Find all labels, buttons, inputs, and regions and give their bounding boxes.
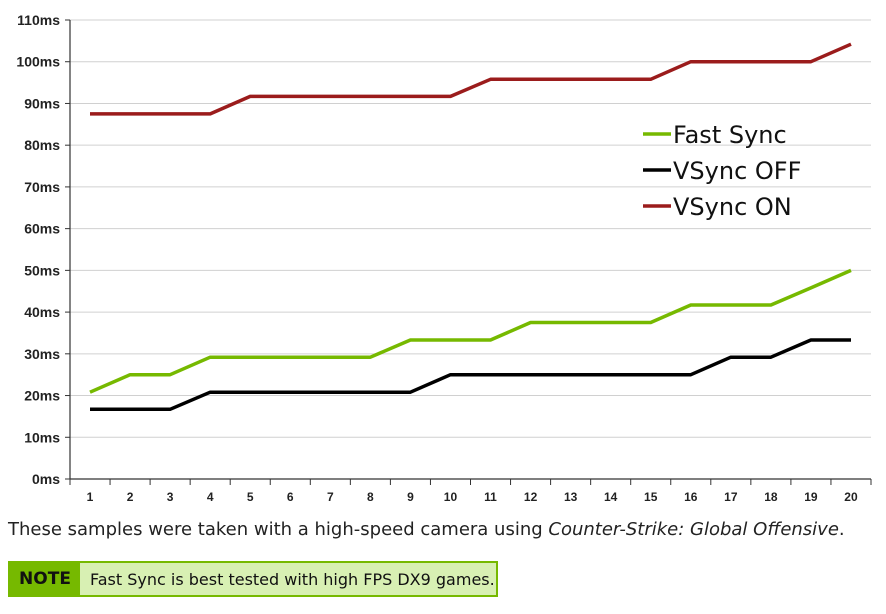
- x-tick-label: 3: [167, 490, 174, 504]
- x-tick-label: 18: [764, 490, 778, 504]
- y-tick-label: 70ms: [24, 179, 60, 195]
- legend-label: Fast Sync: [673, 121, 787, 149]
- y-tick-label: 50ms: [24, 262, 60, 278]
- y-tick-label: 20ms: [24, 388, 60, 404]
- note-box: NOTE Fast Sync is best tested with high …: [8, 561, 498, 597]
- x-tick-label: 4: [207, 490, 214, 504]
- y-tick-label: 90ms: [24, 95, 60, 111]
- x-tick-label: 6: [287, 490, 294, 504]
- x-tick-label: 7: [327, 490, 334, 504]
- x-tick-label: 13: [564, 490, 578, 504]
- x-tick-label: 19: [804, 490, 818, 504]
- y-tick-label: 80ms: [24, 137, 60, 153]
- legend-label: VSync OFF: [673, 157, 801, 185]
- x-tick-label: 8: [367, 490, 374, 504]
- x-tick-label: 15: [644, 490, 658, 504]
- series-line-vsync-off: [90, 338, 851, 412]
- note-label: NOTE: [10, 563, 80, 595]
- series-line-fast-sync: [89, 268, 852, 394]
- caption-game-title: Counter-Strike: Global Offensive: [548, 519, 839, 540]
- legend: Fast Sync VSync OFF VSync ON: [643, 121, 801, 221]
- y-axis-ticks: 0ms 10ms 20ms 30ms 40ms 50ms 60ms 70ms 80ms 90ms 1…: [16, 12, 70, 487]
- y-tick-label: 30ms: [24, 346, 60, 362]
- x-tick-label: 11: [484, 490, 497, 504]
- y-tick-label: 0ms: [32, 471, 60, 487]
- latency-line-chart: 0ms 10ms 20ms 30ms 40ms 50ms 60ms 70ms 80ms 90ms 1…: [16, 12, 872, 504]
- note-text: Fast Sync is best tested with high FPS D…: [90, 569, 495, 589]
- x-tick-label: 12: [524, 490, 538, 504]
- y-tick-label: 110ms: [17, 12, 60, 28]
- caption-suffix: .: [838, 519, 845, 540]
- x-axis-ticks: 1 2 3 4 5 6 7 8 9 10 11 12 13 14 15 16 17 18 19 20: [69, 479, 872, 504]
- x-tick-label: 2: [127, 490, 134, 504]
- x-tick-label: 14: [604, 490, 618, 504]
- y-tick-label: 40ms: [24, 304, 60, 320]
- y-tick-label: 10ms: [24, 429, 60, 445]
- series-line-vsync-on: [90, 42, 852, 116]
- x-tick-label: 1: [87, 490, 94, 504]
- chart-caption: These samples were taken with a high-spe…: [8, 519, 845, 540]
- legend-label: VSync ON: [673, 193, 792, 221]
- y-tick-label: 100ms: [16, 54, 60, 70]
- caption-prefix: These samples were taken with a high-spe…: [8, 519, 549, 540]
- x-tick-label: 10: [444, 490, 458, 504]
- x-tick-label: 17: [724, 490, 738, 504]
- x-tick-label: 5: [247, 490, 254, 504]
- y-tick-label: 60ms: [24, 221, 60, 237]
- x-tick-label: 9: [407, 490, 414, 504]
- x-tick-label: 16: [684, 490, 698, 504]
- x-tick-label: 20: [844, 490, 858, 504]
- series-lines: [89, 42, 852, 412]
